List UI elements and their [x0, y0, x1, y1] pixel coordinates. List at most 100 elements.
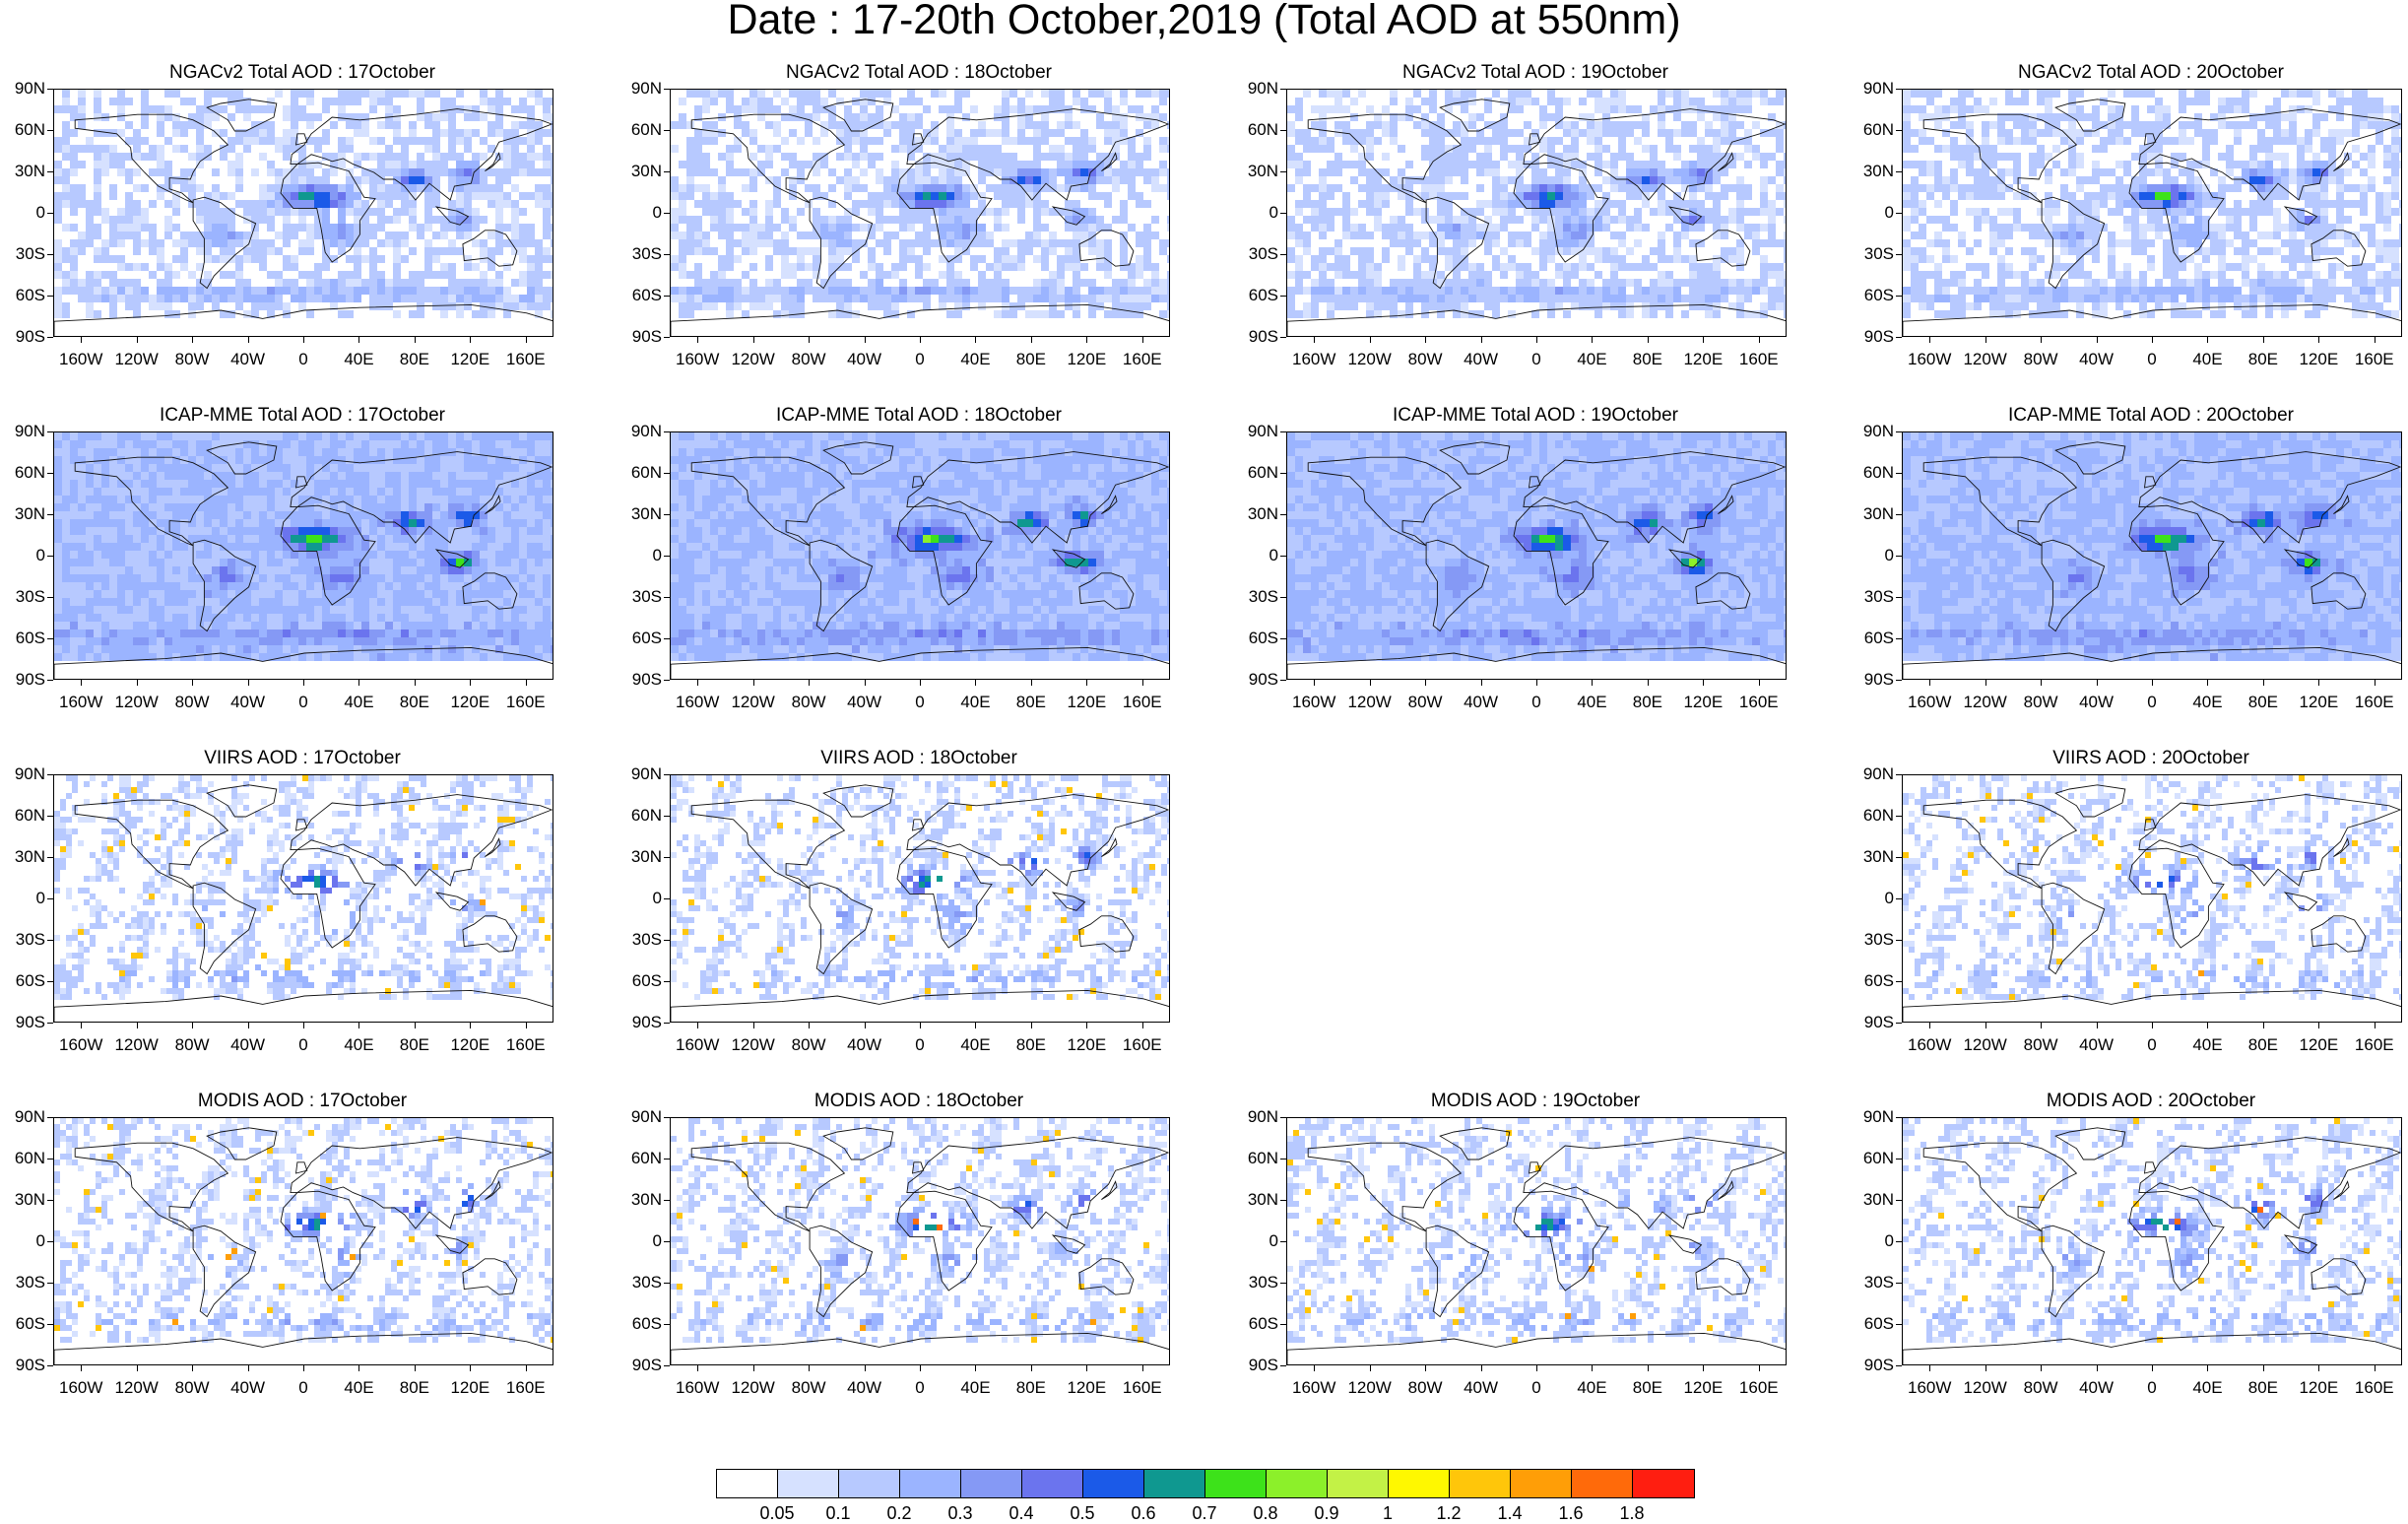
lat-tick-label: 60S: [1849, 1315, 1894, 1333]
lat-tick-label: 60N: [1849, 121, 1894, 139]
aod-field: [1287, 90, 1787, 337]
lat-tick-label: 0: [0, 204, 45, 222]
lon-tick-label: 120W: [724, 351, 783, 368]
lon-tick-label: 40E: [329, 1379, 388, 1397]
lat-tick-label: 60N: [617, 807, 662, 825]
lon-tick-label: 160W: [1900, 1379, 1959, 1397]
aod-field: [1287, 1118, 1787, 1365]
lat-tick-label: 0: [1849, 1232, 1894, 1250]
lon-tick-label: 0: [890, 1379, 949, 1397]
aod-field: [1903, 1118, 2402, 1365]
lat-tick-label: 60S: [617, 1315, 662, 1333]
lon-tick-label: 160W: [668, 1379, 727, 1397]
colorbar-label: 0.7: [1180, 1503, 1229, 1524]
lon-tick-label: 40W: [219, 1036, 278, 1054]
lon-tick-label: 120W: [724, 1379, 783, 1397]
lon-tick-label: 40W: [1452, 1379, 1511, 1397]
panel-title: NGACv2 Total AOD : 19October: [1284, 61, 1787, 85]
lat-tick-label: 60N: [0, 1150, 45, 1167]
lat-tick-label: 60S: [1849, 287, 1894, 304]
lat-tick-label: 0: [1849, 204, 1894, 222]
world-map: [1902, 774, 2402, 1023]
lat-tick-label: 90N: [1849, 765, 1894, 783]
lon-tick-label: 80E: [385, 351, 444, 368]
lon-tick-label: 80W: [779, 1379, 838, 1397]
lat-tick-label: 90N: [1849, 423, 1894, 440]
colorbar-label: 0.05: [752, 1503, 802, 1524]
panel-title: MODIS AOD : 20October: [1900, 1090, 2402, 1113]
lat-tick-label: 60S: [0, 287, 45, 304]
lat-tick-label: 30N: [1849, 1191, 1894, 1209]
lon-tick-label: 160E: [1113, 1379, 1172, 1397]
lat-tick-label: 60N: [617, 464, 662, 482]
lon-tick-label: 80W: [163, 351, 222, 368]
lon-tick-label: 120W: [1340, 351, 1399, 368]
lat-tick-label: 0: [617, 1232, 662, 1250]
lat-tick-label: 60S: [0, 629, 45, 647]
lon-tick-label: 120E: [1057, 694, 1116, 711]
lon-tick-label: 120W: [1340, 1379, 1399, 1397]
panel-title: NGACv2 Total AOD : 20October: [1900, 61, 2402, 85]
lon-tick-label: 160W: [1900, 1036, 1959, 1054]
lat-tick-label: 0: [1233, 1232, 1278, 1250]
lon-tick-label: 0: [274, 351, 333, 368]
lat-tick-label: 60N: [617, 1150, 662, 1167]
world-map: [1286, 431, 1787, 680]
lat-tick-label: 90S: [1233, 671, 1278, 689]
lat-tick-label: 30N: [1233, 163, 1278, 180]
lat-tick-label: 30S: [1233, 245, 1278, 263]
lat-tick-label: 30N: [0, 163, 45, 180]
panel-title: MODIS AOD : 18October: [668, 1090, 1170, 1113]
lat-tick-label: 90S: [1849, 671, 1894, 689]
lat-tick-label: 0: [617, 890, 662, 907]
lon-tick-label: 160W: [668, 694, 727, 711]
lon-tick-label: 40E: [2178, 1036, 2237, 1054]
lat-tick-label: 0: [0, 547, 45, 564]
lat-tick-label: 30N: [1233, 505, 1278, 523]
aod-field: [1287, 432, 1787, 680]
lat-tick-label: 90N: [1233, 1108, 1278, 1126]
lon-tick-label: 160W: [51, 1036, 110, 1054]
aod-field: [671, 775, 1170, 1023]
lon-tick-label: 0: [2122, 1379, 2181, 1397]
lon-tick-label: 80E: [1002, 694, 1061, 711]
lat-tick-label: 60N: [1849, 464, 1894, 482]
lon-tick-label: 40W: [2067, 351, 2126, 368]
lon-tick-label: 40E: [945, 694, 1005, 711]
world-map: [670, 1117, 1170, 1365]
colorbar-label: 0.6: [1119, 1503, 1168, 1524]
lat-tick-label: 30N: [1233, 1191, 1278, 1209]
world-map: [1902, 431, 2402, 680]
lat-tick-label: 30S: [0, 1274, 45, 1292]
lon-tick-label: 120E: [2289, 1036, 2348, 1054]
lat-tick-label: 90N: [0, 1108, 45, 1126]
lon-tick-label: 80W: [779, 351, 838, 368]
world-map: [1902, 1117, 2402, 1365]
lat-tick-label: 60N: [617, 121, 662, 139]
lon-tick-label: 160W: [51, 351, 110, 368]
lat-tick-label: 90N: [1233, 423, 1278, 440]
lon-tick-label: 40E: [1562, 1379, 1621, 1397]
world-map: [53, 431, 553, 680]
lon-tick-label: 80E: [2234, 1379, 2293, 1397]
coastline: [54, 990, 553, 1023]
lon-tick-label: 80W: [163, 1379, 222, 1397]
lon-tick-label: 80E: [1002, 351, 1061, 368]
lon-tick-label: 80W: [2011, 694, 2070, 711]
lon-tick-label: 120E: [440, 1379, 499, 1397]
colorbar-label: 0.8: [1241, 1503, 1290, 1524]
colorbar-label: 0.5: [1058, 1503, 1107, 1524]
panel-title: VIIRS AOD : 17October: [51, 747, 553, 770]
coastline: [1287, 1333, 1787, 1365]
lon-tick-label: 120E: [1673, 694, 1732, 711]
lat-tick-label: 30S: [1233, 1274, 1278, 1292]
aod-field: [54, 775, 553, 1023]
lon-tick-label: 0: [890, 351, 949, 368]
lon-tick-label: 80E: [2234, 694, 2293, 711]
lon-tick-label: 0: [1507, 351, 1566, 368]
colorbar-label: 0.3: [936, 1503, 985, 1524]
lat-tick-label: 0: [1849, 890, 1894, 907]
lon-tick-label: 0: [2122, 1036, 2181, 1054]
figure-title: Date : 17-20th October,2019 (Total AOD a…: [0, 0, 2408, 39]
